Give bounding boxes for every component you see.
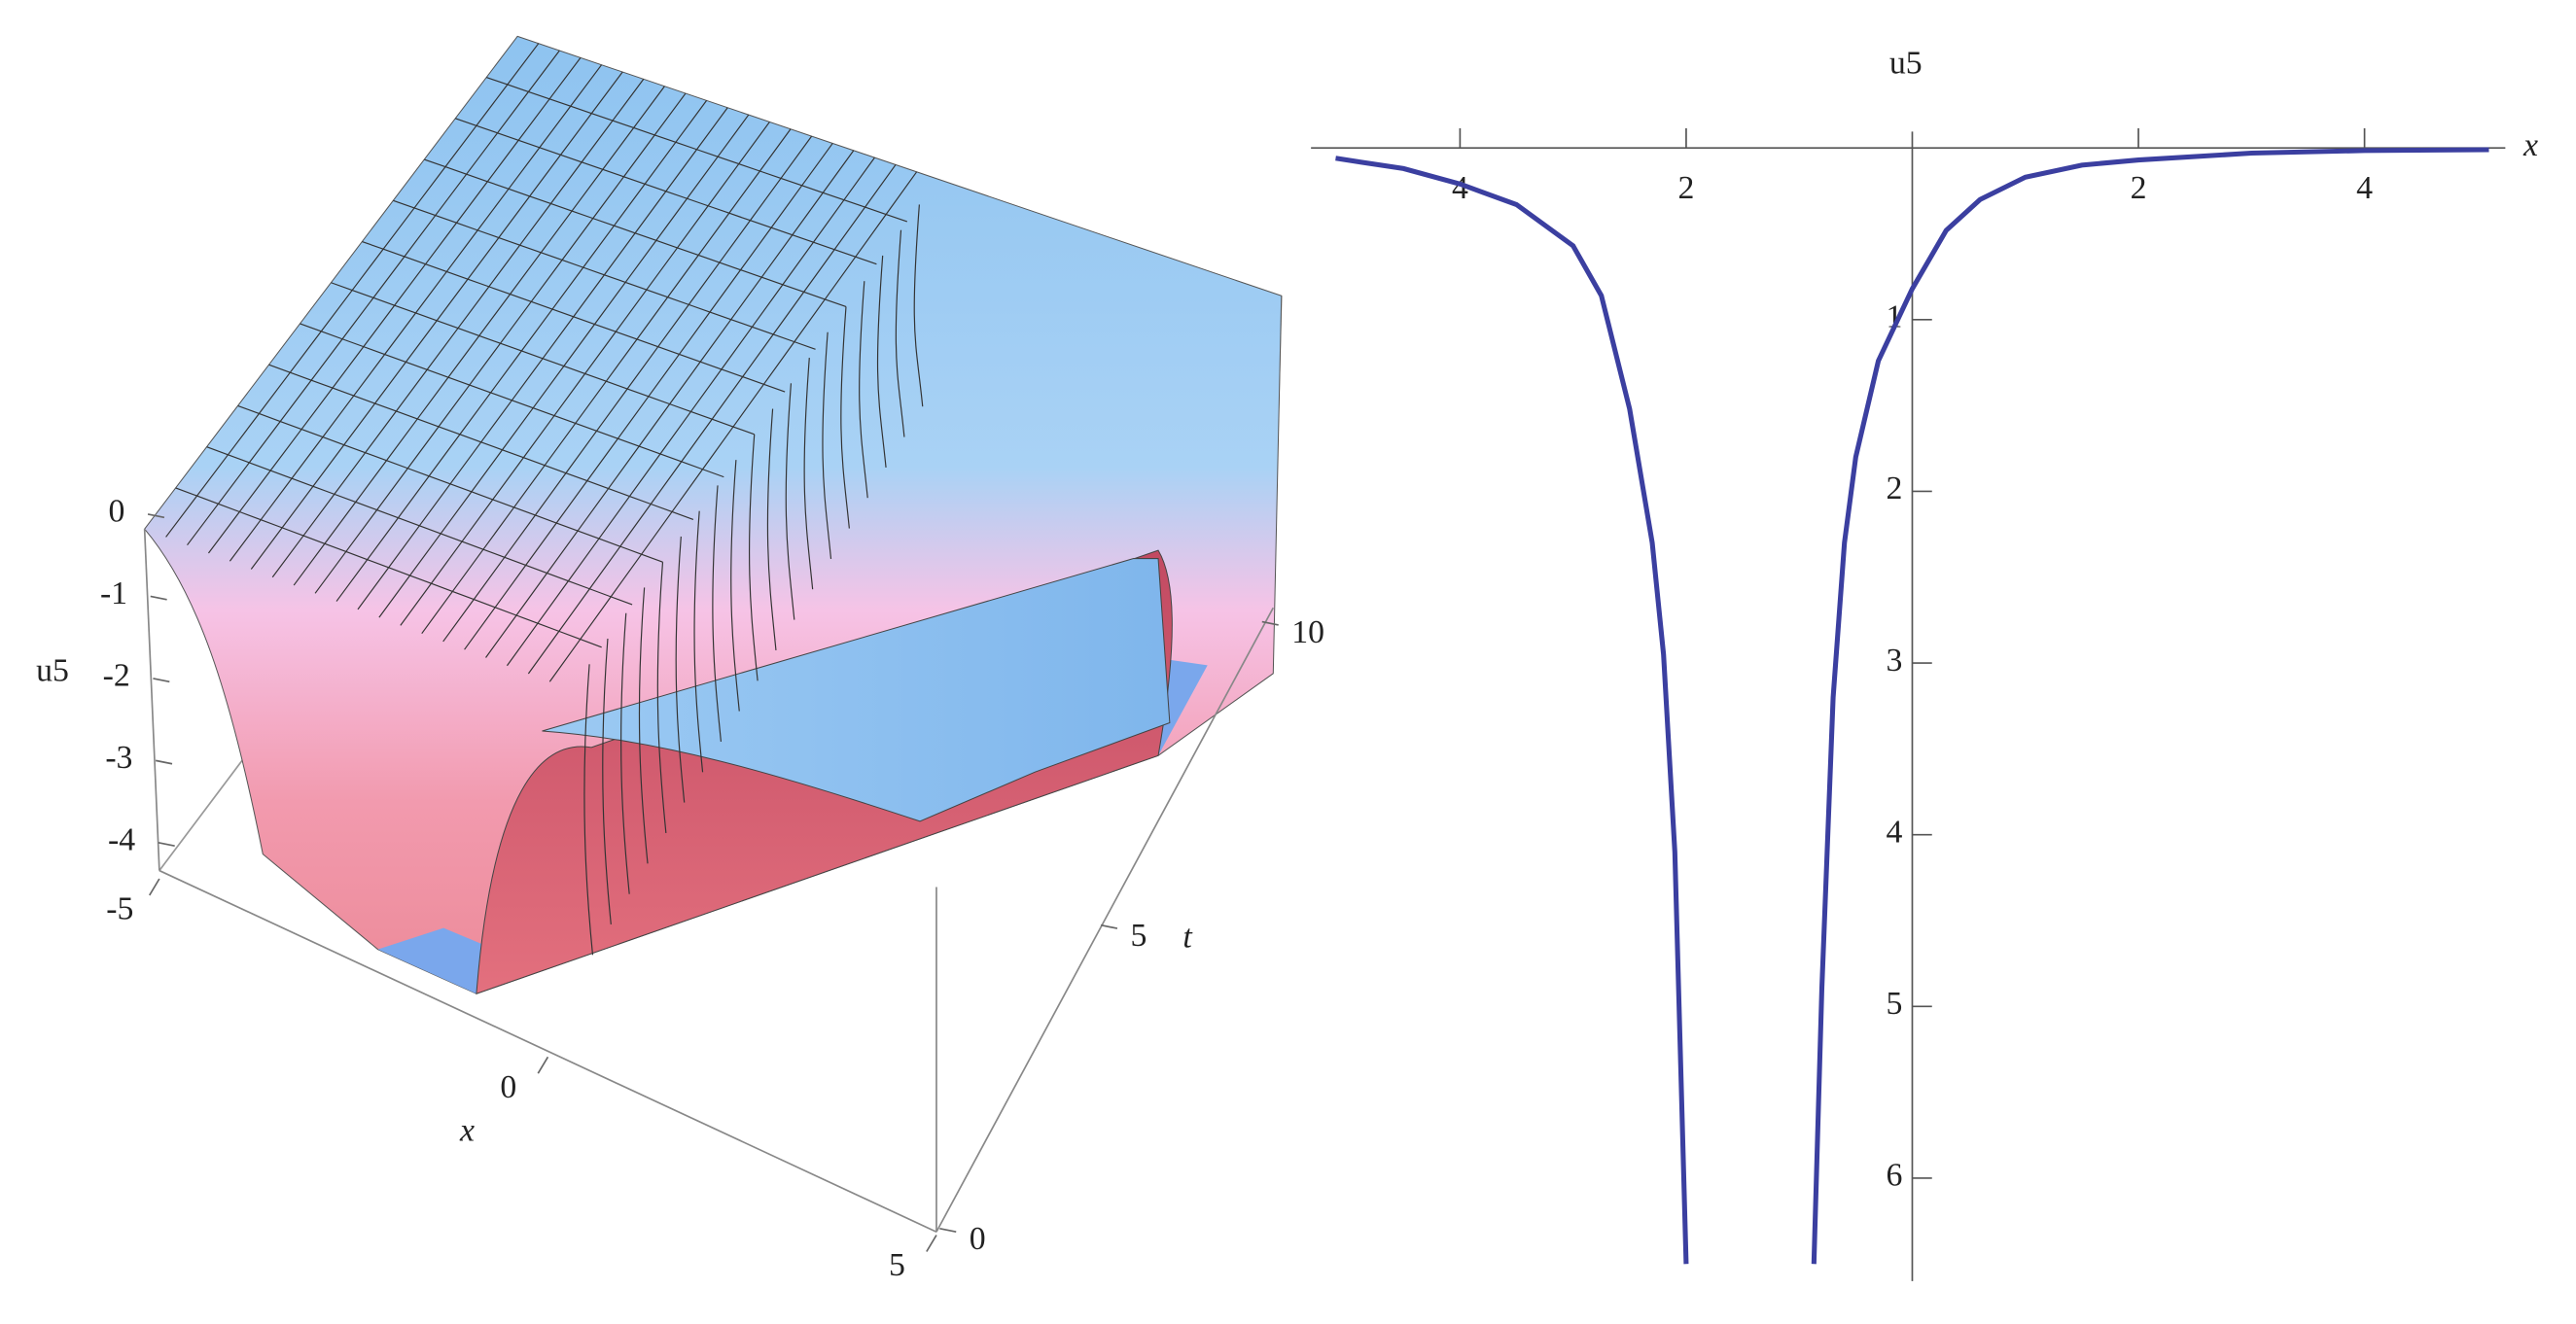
y-tick-label: 4 — [1886, 814, 1902, 850]
mesh-line — [766, 408, 777, 650]
x-tick-label: -5 — [106, 891, 133, 927]
mesh-line — [675, 536, 686, 803]
mesh-line — [442, 135, 813, 643]
u5-axis-label: u5 — [36, 653, 69, 689]
mesh-line — [913, 204, 924, 407]
data-line — [1335, 147, 2489, 1265]
mesh-line — [187, 50, 560, 546]
mesh-line — [400, 122, 770, 626]
x-tick — [537, 1056, 549, 1074]
x-tick-label: 2 — [2131, 170, 2147, 206]
mesh-line — [785, 383, 795, 620]
mesh-line — [464, 143, 833, 650]
y-tick-label: 3 — [1886, 643, 1902, 679]
box-front — [143, 529, 1275, 1233]
mesh-line — [730, 460, 740, 712]
x-tick — [149, 878, 160, 896]
mesh-line — [165, 43, 540, 538]
mesh-line — [693, 510, 704, 773]
t-tick-label: 0 — [970, 1221, 986, 1257]
y-tick-label: 1 — [1886, 299, 1902, 335]
z-tick — [150, 595, 167, 601]
z-tick-label: -1 — [100, 575, 127, 611]
t-tick-label: 10 — [1291, 614, 1324, 650]
mesh-line — [548, 171, 918, 682]
mesh-line — [656, 562, 667, 834]
x-tick — [926, 1235, 937, 1252]
mesh — [165, 43, 924, 956]
mesh-line — [357, 107, 728, 610]
z-tick — [158, 842, 175, 848]
y-tick-label: 6 — [1886, 1158, 1902, 1194]
mesh-line — [293, 86, 665, 586]
mesh-line — [229, 64, 603, 562]
surface-plot: x t u5 0 -1 -2 -3 -4 -5 0 5 0 5 10 — [36, 35, 1324, 1283]
line-plot: u5 x 4 2 2 4 1 2 3 4 5 6 — [1311, 45, 2538, 1281]
t-axis-label: t — [1182, 919, 1193, 955]
x-tick-label: 5 — [889, 1247, 905, 1283]
mesh-line — [314, 92, 687, 594]
t-tick — [939, 1228, 957, 1234]
mesh-line — [583, 664, 594, 956]
z-tick — [153, 678, 170, 683]
x-tick-label: 0 — [500, 1069, 516, 1105]
t-tick — [1261, 620, 1279, 626]
z-tick-label: -3 — [105, 740, 132, 776]
y-tick-label: 2 — [1886, 470, 1902, 506]
mesh-line — [250, 71, 623, 570]
x-tick-label: 2 — [1677, 170, 1694, 206]
mesh-line — [803, 357, 814, 590]
mesh-line — [748, 434, 759, 681]
t-tick — [1100, 923, 1118, 929]
mesh-line — [822, 331, 832, 559]
t-tick-label: 5 — [1130, 918, 1147, 954]
trough-floor — [377, 656, 1208, 994]
z-tick — [147, 513, 165, 519]
mesh-line — [506, 157, 875, 667]
z-tick-label: 0 — [109, 494, 125, 530]
mesh-line — [207, 57, 582, 554]
z-tick — [155, 759, 173, 765]
x-axis-label: x — [459, 1113, 475, 1149]
mesh-line — [271, 79, 645, 578]
z-tick-label: -2 — [103, 658, 130, 694]
mesh-line — [859, 281, 868, 499]
mesh-line — [421, 128, 792, 635]
mesh-line — [335, 100, 708, 602]
mesh-line — [485, 150, 855, 658]
mesh-line — [840, 306, 850, 529]
x-tick-label: 4 — [1452, 170, 1468, 206]
y-tick-label: 5 — [1886, 986, 1902, 1022]
mesh-line — [712, 485, 723, 742]
mesh-line — [620, 612, 630, 894]
x-axis-label: x — [2523, 127, 2538, 163]
mesh-line — [527, 164, 897, 675]
x-tick-label: 4 — [2356, 170, 2373, 206]
mesh-line — [638, 587, 649, 864]
mesh-line — [876, 255, 887, 468]
mesh-line — [602, 638, 612, 925]
mesh-line — [378, 114, 750, 618]
z-tick-label: -4 — [108, 822, 135, 858]
mesh-line — [895, 229, 905, 437]
y-axis-label: u5 — [1889, 45, 1923, 81]
